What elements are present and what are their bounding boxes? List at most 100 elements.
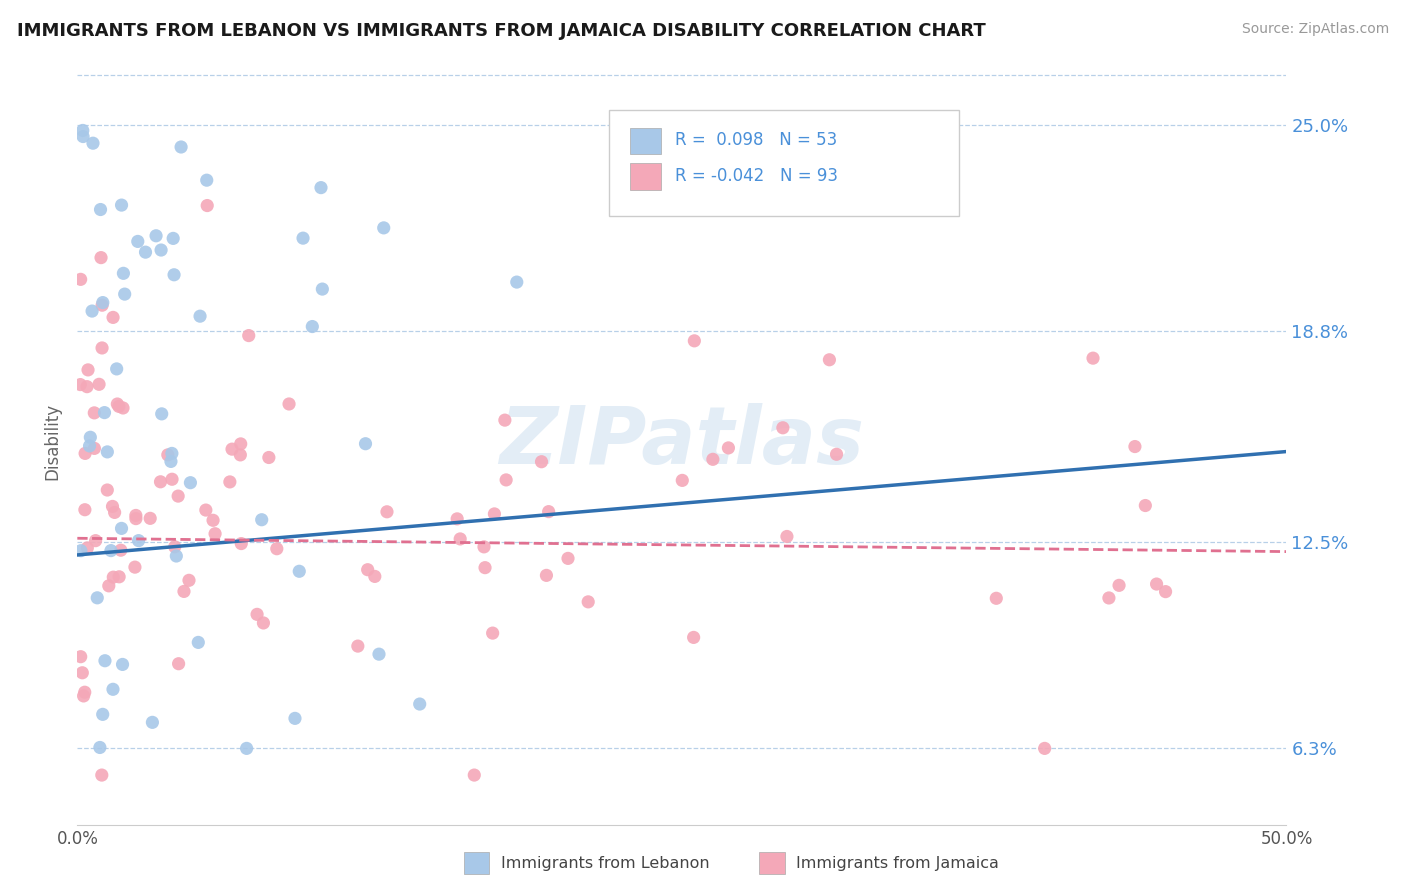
Point — [125, 508, 148, 523]
Point — [284, 711, 307, 725]
Point — [127, 235, 149, 249]
Point — [86, 591, 108, 605]
Point — [702, 452, 724, 467]
Point — [170, 140, 193, 154]
Point — [110, 521, 132, 535]
Point — [111, 657, 134, 672]
Point — [167, 489, 190, 503]
Point — [91, 295, 114, 310]
Point — [257, 450, 280, 465]
Text: ZIPatlas: ZIPatlas — [499, 402, 865, 481]
Point — [1123, 440, 1146, 454]
Point — [93, 406, 115, 420]
Text: IMMIGRANTS FROM LEBANON VS IMMIGRANTS FROM JAMAICA DISABILITY CORRELATION CHART: IMMIGRANTS FROM LEBANON VS IMMIGRANTS FR… — [17, 22, 986, 40]
Point — [187, 635, 209, 649]
Point — [156, 448, 179, 462]
Point — [141, 715, 163, 730]
Point — [484, 507, 506, 521]
Point — [179, 475, 201, 490]
Point — [825, 447, 848, 461]
Point — [409, 697, 432, 711]
Point — [72, 665, 94, 680]
Point — [717, 441, 740, 455]
Point — [494, 413, 516, 427]
Point — [76, 379, 98, 393]
Point — [82, 136, 104, 151]
Point — [90, 251, 112, 265]
Point — [238, 328, 260, 343]
Point — [195, 173, 218, 187]
Point — [173, 584, 195, 599]
Point — [1081, 351, 1104, 366]
Point — [84, 533, 107, 548]
Point — [69, 649, 91, 664]
Point — [357, 563, 380, 577]
Point — [96, 445, 118, 459]
Point — [177, 574, 200, 588]
Point — [101, 682, 124, 697]
Point — [1108, 578, 1130, 592]
Point — [104, 505, 127, 519]
Point — [537, 505, 560, 519]
Point — [576, 595, 599, 609]
Point — [288, 564, 311, 578]
Point — [83, 406, 105, 420]
Text: Source: ZipAtlas.com: Source: ZipAtlas.com — [1241, 22, 1389, 37]
Point — [91, 341, 114, 355]
Point — [506, 275, 529, 289]
Point — [101, 500, 124, 514]
Point — [1033, 741, 1056, 756]
Text: R = -0.042   N = 93: R = -0.042 N = 93 — [675, 167, 838, 185]
Point — [105, 397, 128, 411]
Point — [292, 231, 315, 245]
Point — [128, 533, 150, 548]
Point — [145, 228, 167, 243]
Point — [79, 439, 101, 453]
Point — [72, 689, 94, 703]
Point — [474, 560, 496, 574]
Point — [188, 309, 211, 323]
Point — [80, 304, 103, 318]
Point — [97, 579, 120, 593]
Point — [91, 298, 114, 312]
Point — [472, 540, 495, 554]
Point — [536, 568, 558, 582]
Point — [231, 536, 253, 550]
Point — [75, 446, 97, 460]
Point — [163, 268, 186, 282]
Point — [89, 202, 111, 217]
Point — [682, 631, 704, 645]
Point — [105, 362, 128, 376]
Point — [87, 377, 110, 392]
Point — [160, 454, 183, 468]
Point — [149, 475, 172, 489]
Point — [108, 570, 131, 584]
Point — [495, 473, 517, 487]
Point — [368, 647, 391, 661]
Point — [204, 526, 226, 541]
Point — [246, 607, 269, 622]
Point — [195, 198, 218, 212]
Point — [671, 474, 693, 488]
Text: Immigrants from Lebanon: Immigrants from Lebanon — [501, 856, 709, 871]
Point — [250, 513, 273, 527]
Point — [221, 442, 243, 457]
Point — [103, 570, 125, 584]
Point — [70, 543, 93, 558]
Point — [90, 768, 112, 782]
Point — [73, 685, 96, 699]
Point — [278, 397, 301, 411]
Point — [124, 560, 146, 574]
Point — [481, 626, 503, 640]
Point — [134, 245, 156, 260]
Point — [160, 446, 183, 460]
Point — [463, 768, 485, 782]
Point — [162, 231, 184, 245]
Point — [1146, 577, 1168, 591]
Point — [266, 541, 288, 556]
Point — [69, 272, 91, 286]
Point — [446, 512, 468, 526]
Point — [69, 377, 91, 392]
Point — [91, 707, 114, 722]
Point — [229, 437, 252, 451]
